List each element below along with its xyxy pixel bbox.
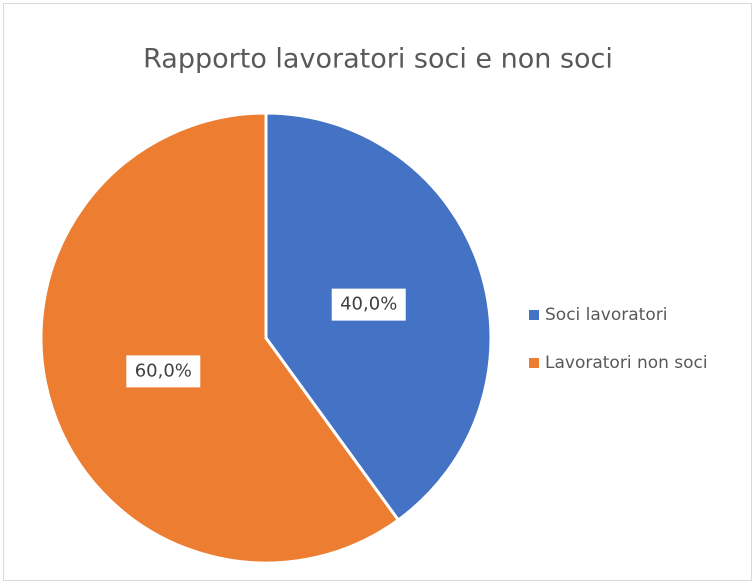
legend-label: Soci lavoratori: [545, 305, 667, 325]
data-label: 60,0%: [135, 360, 192, 381]
data-label-box: [126, 355, 201, 388]
data-label: 40,0%: [340, 294, 397, 315]
legend-swatch: [529, 310, 539, 320]
pie-slice: [39, 111, 401, 565]
legend-swatch: [529, 358, 539, 368]
legend-label: Lavoratori non soci: [545, 353, 708, 373]
data-label-box: [331, 288, 406, 321]
chart-title: Rapporto lavoratori soci e non soci: [143, 44, 613, 75]
